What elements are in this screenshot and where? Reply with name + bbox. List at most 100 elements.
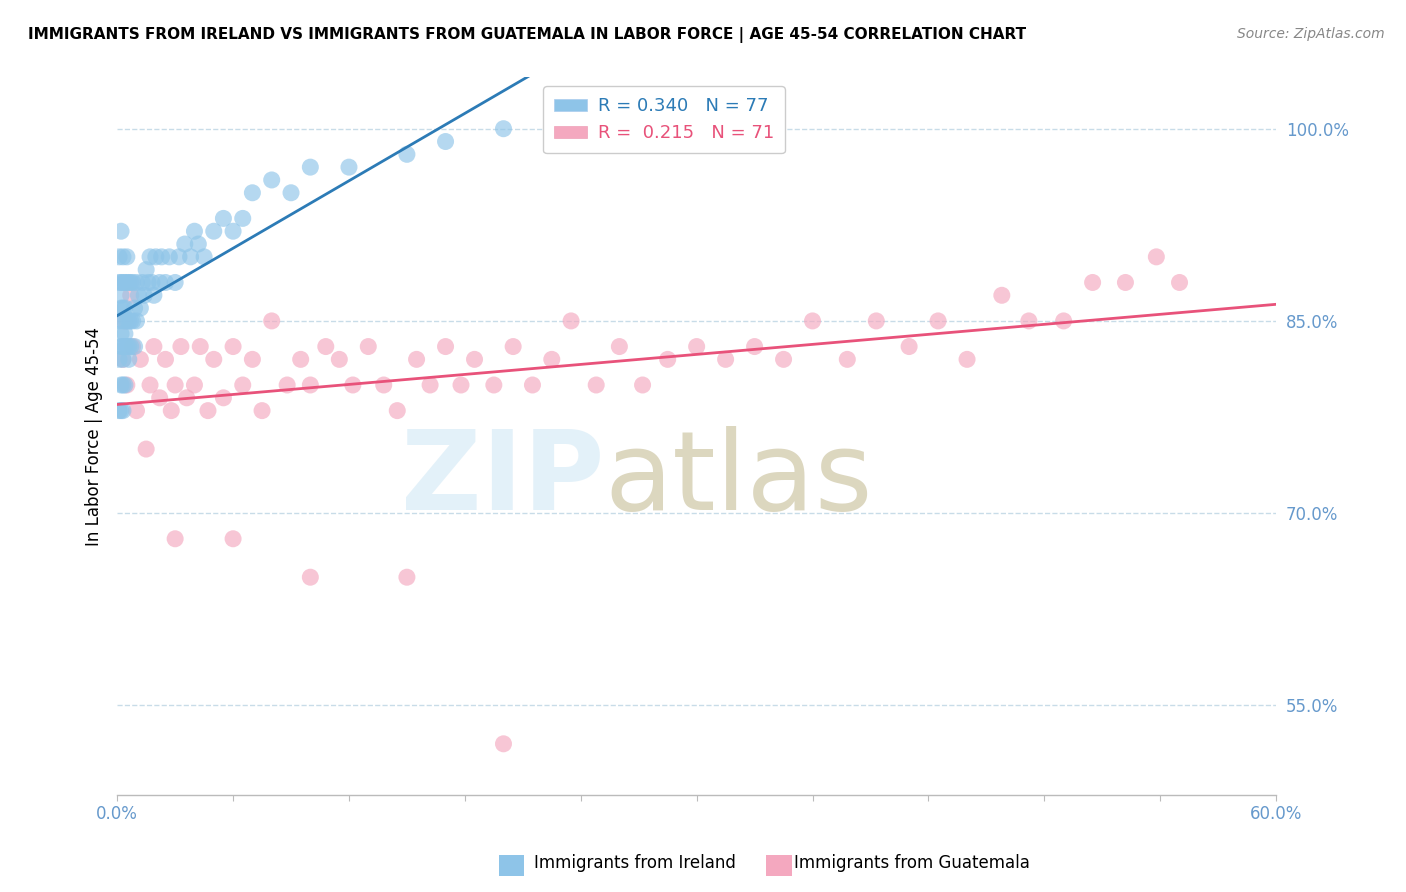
Point	[801, 314, 824, 328]
Point	[434, 340, 457, 354]
Point	[118, 276, 141, 290]
Point	[232, 211, 254, 226]
Point	[129, 352, 152, 367]
Point	[125, 276, 148, 290]
Text: atlas: atlas	[605, 425, 873, 533]
Point	[110, 340, 132, 354]
Text: Immigrants from Guatemala: Immigrants from Guatemala	[794, 855, 1031, 872]
Point	[1018, 314, 1040, 328]
Point	[111, 340, 134, 354]
Point	[232, 378, 254, 392]
Point	[395, 147, 418, 161]
Point	[242, 186, 264, 200]
Point	[110, 301, 132, 315]
Point	[202, 352, 225, 367]
Point	[1114, 276, 1136, 290]
Point	[450, 378, 472, 392]
Point	[118, 314, 141, 328]
Point	[540, 352, 562, 367]
Point	[111, 403, 134, 417]
Point	[299, 160, 322, 174]
Point	[492, 737, 515, 751]
Point	[110, 378, 132, 392]
Point	[202, 224, 225, 238]
Point	[276, 378, 298, 392]
Point	[631, 378, 654, 392]
Point	[260, 173, 283, 187]
Point	[419, 378, 441, 392]
Point	[114, 314, 136, 328]
Point	[280, 186, 302, 200]
Point	[299, 570, 322, 584]
Point	[120, 276, 142, 290]
Text: Source: ZipAtlas.com: Source: ZipAtlas.com	[1237, 27, 1385, 41]
Point	[149, 391, 172, 405]
Point	[150, 250, 173, 264]
Point	[585, 378, 607, 392]
Point	[1144, 250, 1167, 264]
Point	[170, 340, 193, 354]
Point	[463, 352, 485, 367]
Point	[502, 340, 524, 354]
Y-axis label: In Labor Force | Age 45-54: In Labor Force | Age 45-54	[86, 326, 103, 546]
Point	[898, 340, 921, 354]
Point	[115, 340, 138, 354]
Point	[560, 314, 582, 328]
Point	[212, 391, 235, 405]
Point	[173, 237, 195, 252]
Point	[482, 378, 505, 392]
Point	[134, 288, 156, 302]
Point	[121, 314, 143, 328]
Point	[108, 314, 131, 328]
Point	[114, 276, 136, 290]
Point	[145, 250, 167, 264]
Point	[155, 352, 177, 367]
Point	[328, 352, 350, 367]
Point	[139, 250, 162, 264]
Point	[387, 403, 409, 417]
Point	[315, 340, 337, 354]
Point	[110, 276, 132, 290]
Point	[115, 378, 138, 392]
Point	[165, 378, 187, 392]
Point	[111, 250, 134, 264]
Point	[357, 340, 380, 354]
Point	[250, 403, 273, 417]
Point	[120, 314, 142, 328]
Point	[222, 224, 245, 238]
Point	[114, 378, 136, 392]
Point	[155, 276, 177, 290]
Point	[160, 403, 183, 417]
Point	[110, 326, 132, 341]
Point	[1052, 314, 1074, 328]
Point	[187, 237, 209, 252]
Point	[111, 352, 134, 367]
Point	[299, 378, 322, 392]
Point	[395, 570, 418, 584]
Point	[193, 250, 215, 264]
Point	[373, 378, 395, 392]
Point	[110, 288, 132, 302]
Point	[183, 378, 205, 392]
Text: IMMIGRANTS FROM IRELAND VS IMMIGRANTS FROM GUATEMALA IN LABOR FORCE | AGE 45-54 : IMMIGRANTS FROM IRELAND VS IMMIGRANTS FR…	[28, 27, 1026, 43]
Point	[110, 403, 132, 417]
Point	[772, 352, 794, 367]
Point	[115, 250, 138, 264]
Point	[1081, 276, 1104, 290]
Point	[142, 288, 165, 302]
Point	[135, 442, 157, 456]
Point	[165, 276, 187, 290]
Point	[111, 276, 134, 290]
Point	[124, 301, 146, 315]
Point	[108, 250, 131, 264]
Point	[114, 326, 136, 341]
Point	[120, 288, 142, 302]
Point	[188, 340, 211, 354]
Point	[118, 340, 141, 354]
Point	[434, 135, 457, 149]
Point	[290, 352, 312, 367]
Point	[129, 301, 152, 315]
Point	[183, 224, 205, 238]
Point	[609, 340, 631, 354]
Point	[197, 403, 219, 417]
